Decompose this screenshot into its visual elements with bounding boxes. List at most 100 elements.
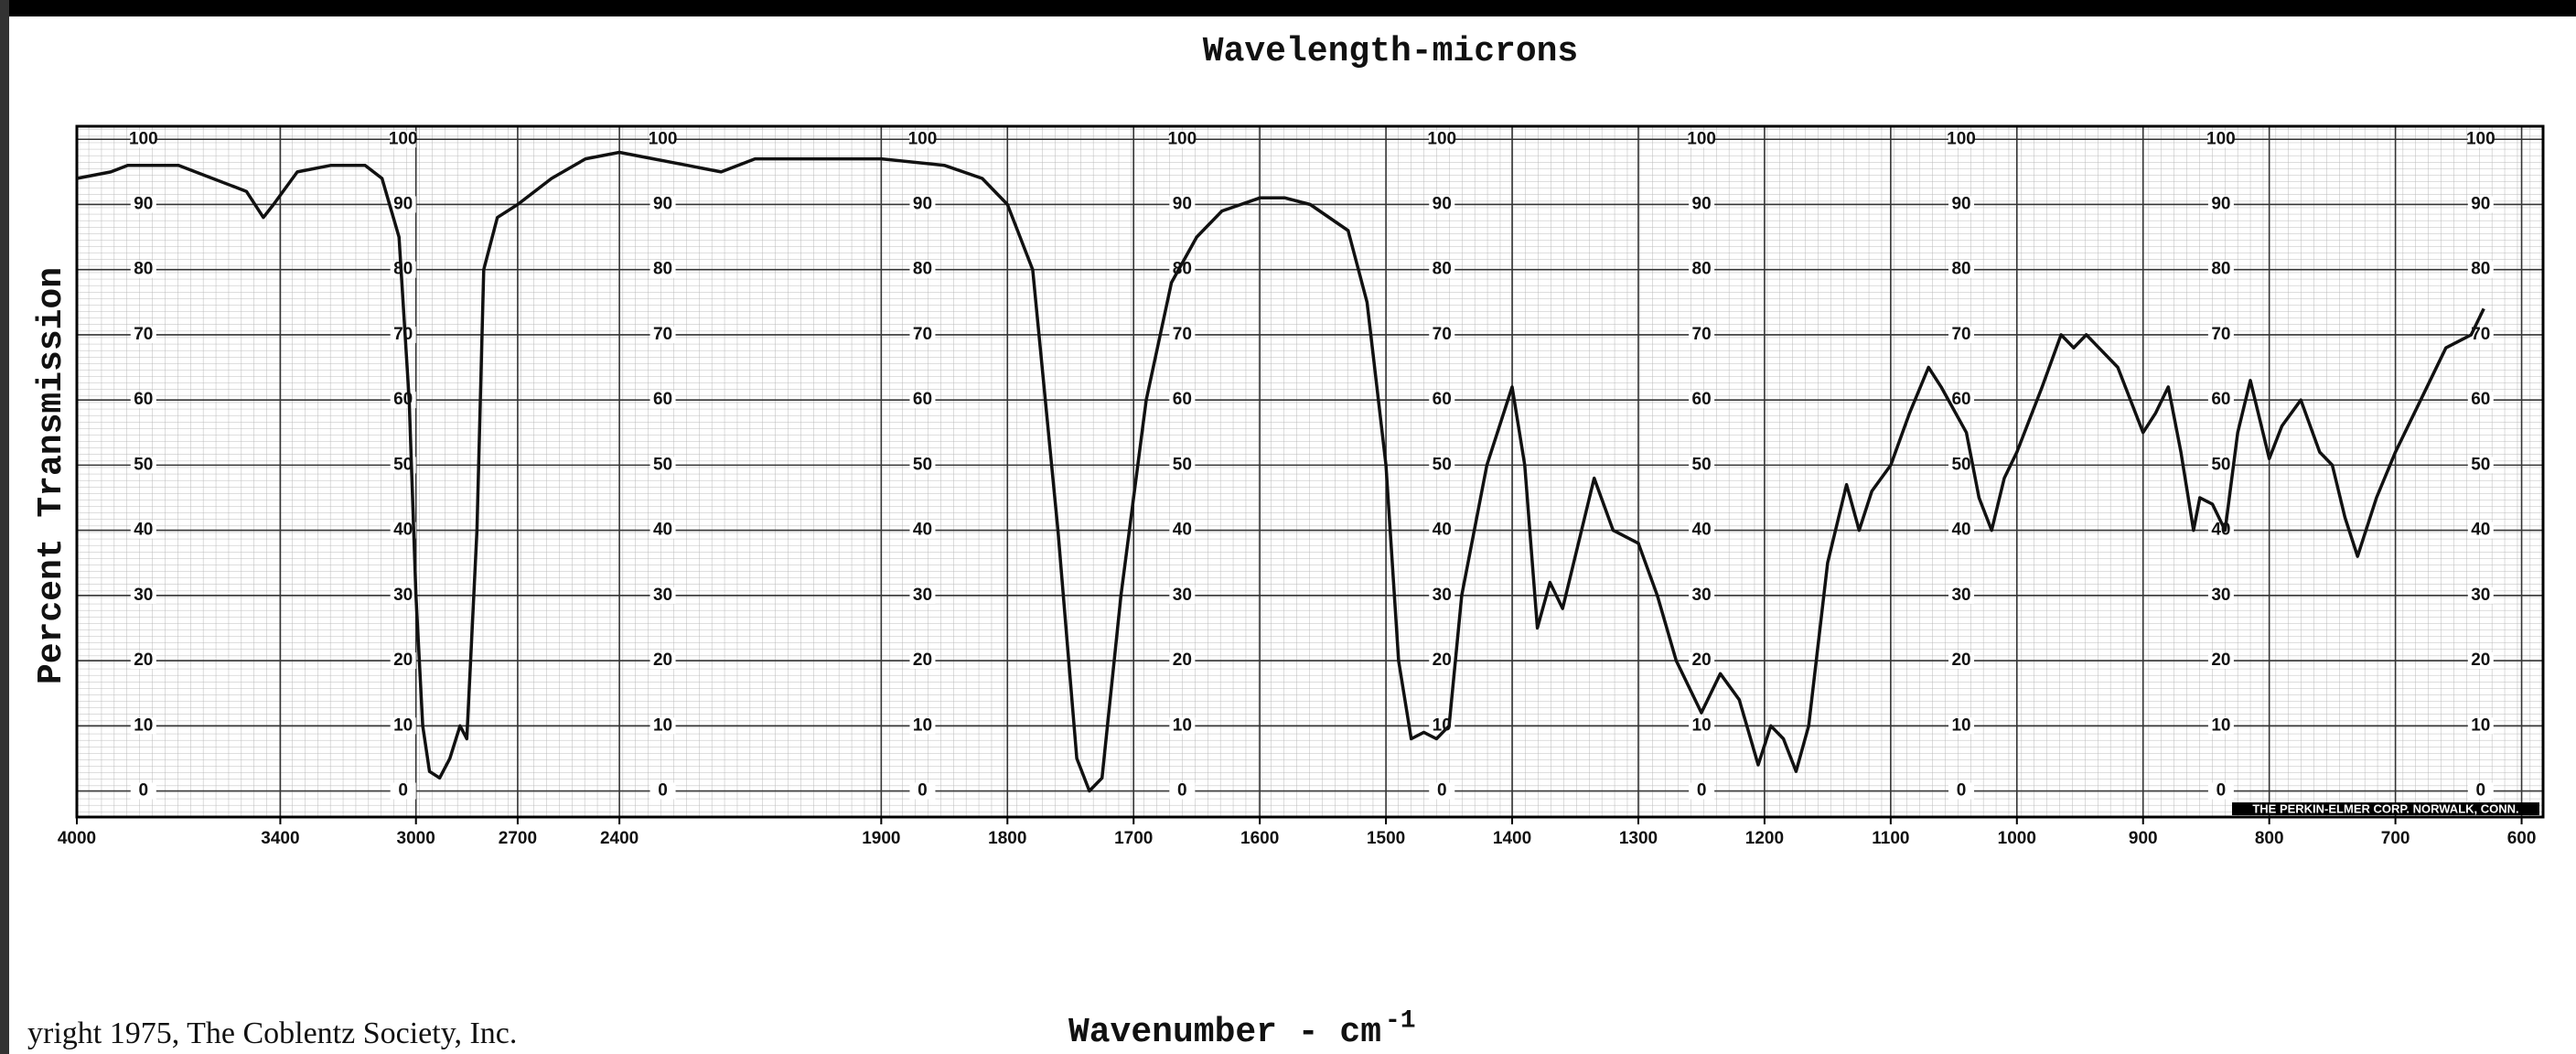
y-tick-label-bg: [390, 131, 416, 148]
x-tick-label: 1700: [1114, 829, 1153, 848]
y-tick-label-bg: [649, 392, 676, 409]
y-tick-label: 60: [1951, 390, 1970, 409]
y-tick-label: 90: [913, 194, 932, 213]
x-tick-label: 1900: [862, 829, 900, 848]
x-axis-label: Wavenumber - cm: [1068, 1013, 1381, 1052]
y-tick-label: 30: [1951, 586, 1970, 605]
y-tick-label: 30: [2471, 586, 2490, 605]
x-tick-label: 1400: [1493, 829, 1531, 848]
y-tick-label-bg: [390, 457, 416, 474]
y-tick-label-bg: [1948, 652, 1975, 670]
y-tick-label: 40: [2471, 521, 2490, 540]
y-tick-label-bg: [1429, 392, 1455, 409]
x-tick-label: 2400: [600, 829, 639, 848]
y-tick-label: 20: [913, 651, 932, 670]
y-tick-label: 50: [1173, 455, 1192, 474]
y-tick-label-bg: [130, 652, 156, 670]
x-tick-label: 1600: [1240, 829, 1279, 848]
y-tick-label-bg: [909, 261, 936, 278]
chart-paper: [77, 126, 2543, 817]
y-tick-label-bg: [390, 522, 416, 539]
y-tick-label: 60: [653, 390, 672, 409]
y-tick-label: 0: [398, 781, 408, 801]
y-tick-label: 60: [913, 390, 932, 409]
y-tick-label: 60: [134, 390, 153, 409]
y-tick-label: 100: [1687, 129, 1716, 148]
y-tick-label: 0: [2476, 781, 2486, 801]
y-tick-label: 100: [389, 129, 418, 148]
y-tick-label: 70: [134, 325, 153, 344]
x-tick-label: 800: [2255, 829, 2284, 848]
y-tick-label-bg: [1948, 261, 1975, 278]
y-tick-label: 70: [1951, 325, 1970, 344]
y-tick-label-bg: [1948, 586, 1975, 604]
y-tick-label: 20: [1692, 651, 1712, 670]
y-tick-label-bg: [1948, 392, 1975, 409]
y-tick-label-bg: [909, 717, 936, 735]
y-tick-label-bg: [649, 782, 676, 800]
y-tick-label-bg: [1689, 717, 1715, 735]
y-tick-label-bg: [1169, 457, 1196, 474]
y-tick-label-bg: [2467, 717, 2494, 735]
y-tick-label: 90: [1433, 194, 1452, 213]
y-tick-label: 20: [393, 651, 413, 670]
y-tick-label: 20: [1173, 651, 1192, 670]
y-tick-label-bg: [130, 717, 156, 735]
y-tick-label: 10: [1951, 715, 1970, 735]
y-tick-label: 90: [393, 194, 413, 213]
y-tick-label-bg: [2467, 392, 2494, 409]
y-tick-label-bg: [2207, 261, 2234, 278]
y-tick-label: 100: [908, 129, 938, 148]
y-tick-label-bg: [1948, 522, 1975, 539]
y-tick-label: 20: [2471, 651, 2490, 670]
y-tick-label-bg: [1169, 196, 1196, 213]
y-tick-label: 50: [653, 455, 672, 474]
y-tick-label-bg: [1689, 586, 1715, 604]
y-tick-label: 30: [1173, 586, 1192, 605]
y-tick-label-bg: [130, 457, 156, 474]
y-tick-label-bg: [130, 131, 156, 148]
y-tick-label-bg: [1948, 131, 1975, 148]
y-tick-label-bg: [2467, 586, 2494, 604]
y-tick-label: 90: [2211, 194, 2230, 213]
y-tick-label-bg: [649, 586, 676, 604]
y-tick-label-bg: [130, 326, 156, 343]
y-tick-label-bg: [1169, 131, 1196, 148]
y-tick-label-bg: [649, 196, 676, 213]
y-tick-label: 30: [653, 586, 672, 605]
y-tick-label: 90: [134, 194, 153, 213]
y-tick-label: 100: [1167, 129, 1197, 148]
y-tick-label: 100: [1427, 129, 1456, 148]
y-tick-label: 60: [1433, 390, 1452, 409]
y-tick-label: 90: [1173, 194, 1192, 213]
y-tick-label: 10: [2471, 715, 2490, 735]
y-tick-label-bg: [2467, 457, 2494, 474]
x-tick-label: 3400: [261, 829, 299, 848]
y-tick-label-bg: [1169, 652, 1196, 670]
y-tick-label-bg: [649, 131, 676, 148]
y-tick-label-bg: [1948, 782, 1975, 800]
y-tick-label: 0: [1437, 781, 1447, 801]
y-tick-label-bg: [1689, 196, 1715, 213]
y-tick-label: 30: [2211, 586, 2230, 605]
y-tick-label: 20: [2211, 651, 2230, 670]
y-tick-label: 40: [913, 521, 932, 540]
x-tick-label: 1500: [1367, 829, 1405, 848]
x-tick-label: 1000: [1998, 829, 2036, 848]
y-tick-label: 10: [1692, 715, 1712, 735]
y-tick-label: 10: [2211, 715, 2230, 735]
y-tick-label: 80: [2211, 260, 2230, 279]
y-tick-label: 70: [1433, 325, 1452, 344]
y-tick-label-bg: [1689, 457, 1715, 474]
y-tick-label-bg: [130, 392, 156, 409]
y-tick-label: 20: [1951, 651, 1970, 670]
y-tick-label: 50: [2211, 455, 2230, 474]
y-tick-label-bg: [1948, 196, 1975, 213]
y-tick-label-bg: [390, 586, 416, 604]
y-tick-label-bg: [1429, 196, 1455, 213]
y-tick-label-bg: [909, 652, 936, 670]
y-tick-label: 40: [1433, 521, 1452, 540]
y-tick-label-bg: [649, 261, 676, 278]
y-tick-label: 90: [1951, 194, 1970, 213]
